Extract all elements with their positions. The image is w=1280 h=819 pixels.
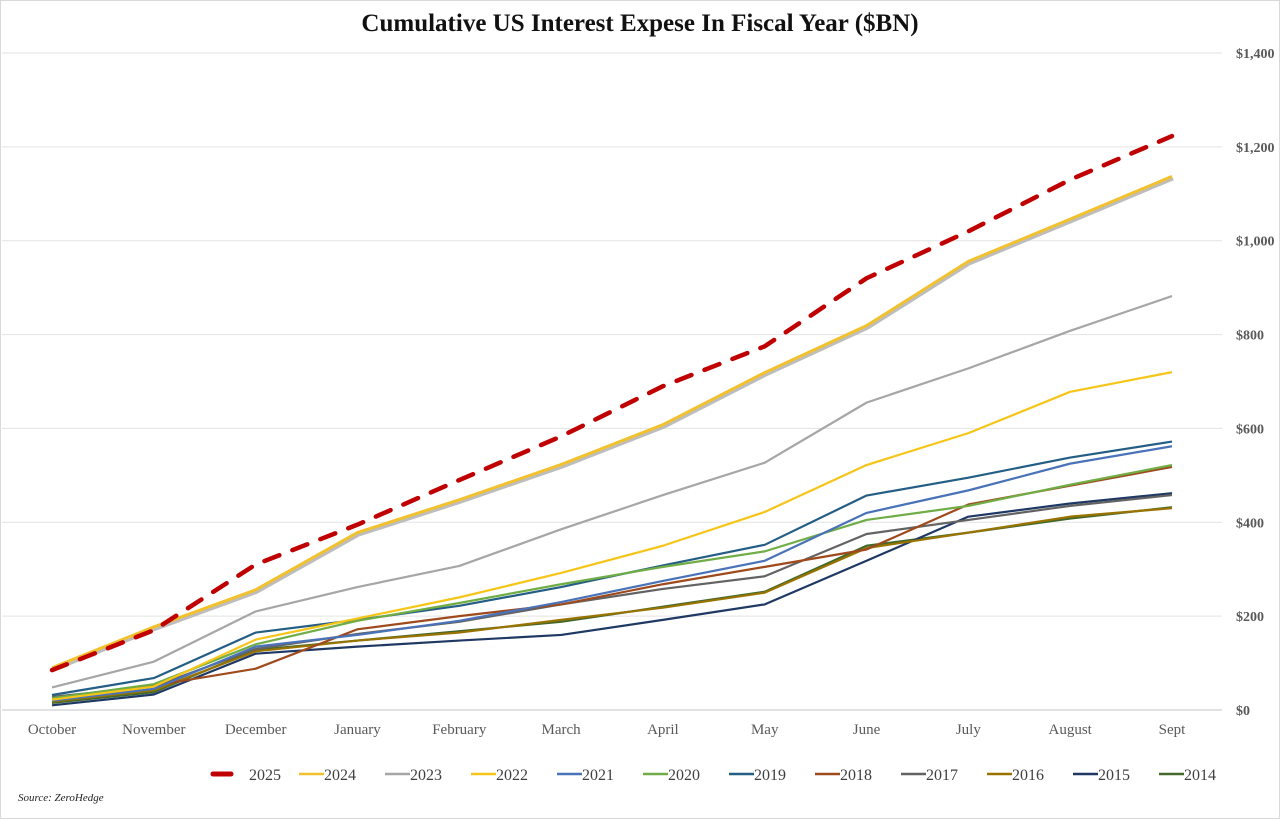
legend: 2025 2024 2023 2022 2021 2020 2019 2018 2017 2016…: [210, 767, 1216, 784]
x-tick-label: November: [122, 722, 185, 738]
legend-item-2025: 2025: [210, 767, 281, 784]
series-line-2020: [51, 463, 1173, 700]
legend-item-2014: 2014: [1159, 767, 1216, 784]
legend-item-2017: 2017: [901, 767, 958, 784]
legend-label: 2024: [324, 767, 356, 784]
x-tick-label: July: [956, 722, 982, 738]
y-tick-label: $200: [1236, 610, 1264, 625]
legend-label: 2023: [410, 767, 442, 784]
y-tick-label: $800: [1236, 329, 1264, 344]
source-note: Source: ZeroHedge: [18, 792, 104, 804]
x-tick-label: January: [334, 722, 381, 738]
x-tick-label: December: [225, 722, 287, 738]
legend-label: 2018: [840, 767, 872, 784]
legend-label: 2022: [496, 767, 528, 784]
legend-item-2018: 2018: [815, 767, 872, 784]
x-axis-ticks: October November December January February Ma…: [28, 722, 1186, 738]
y-tick-label: $0: [1236, 704, 1250, 719]
y-tick-label: $600: [1236, 422, 1264, 437]
legend-item-2021: 2021: [557, 767, 614, 784]
legend-label: 2015: [1098, 767, 1130, 784]
x-tick-label: February: [432, 722, 487, 738]
series-line-2024: [51, 175, 1173, 670]
legend-item-2023: 2023: [385, 767, 442, 784]
x-tick-label: October: [28, 722, 76, 738]
gridlines: [2, 52, 1222, 711]
x-tick-label: May: [751, 722, 779, 738]
legend-item-2024: 2024: [299, 767, 356, 784]
x-tick-label: Sept: [1159, 722, 1187, 738]
legend-label: 2021: [582, 767, 614, 784]
series-line-2023: [51, 295, 1173, 689]
y-tick-label: $400: [1236, 516, 1264, 531]
y-axis-ticks: $0 $200 $400 $600 $800 $1,000 $1,200 $1,400: [1236, 47, 1275, 719]
legend-item-2020: 2020: [643, 767, 700, 784]
series-line-2025: [49, 133, 1175, 673]
legend-item-2019: 2019: [729, 767, 786, 784]
legend-item-2015: 2015: [1073, 767, 1130, 784]
legend-item-2016: 2016: [987, 767, 1044, 784]
legend-item-2022: 2022: [471, 767, 528, 784]
legend-label: 2019: [754, 767, 786, 784]
y-tick-label: $1,400: [1236, 47, 1275, 62]
legend-label: 2014: [1184, 767, 1216, 784]
legend-label: 2020: [668, 767, 700, 784]
x-tick-label: August: [1049, 722, 1093, 738]
series-line-2021: [51, 445, 1173, 702]
series-shadow-2024: [52, 176, 1174, 672]
chart-title: Cumulative US Interest Expese In Fiscal …: [361, 10, 919, 37]
legend-label: 2016: [1012, 767, 1044, 784]
series-line-2016: [51, 507, 1173, 703]
x-tick-label: April: [647, 722, 679, 738]
series-line-2017: [51, 493, 1173, 698]
x-tick-label: March: [542, 722, 582, 738]
series-line-2022: [51, 371, 1173, 701]
legend-label: 2017: [926, 767, 958, 784]
x-tick-label: June: [853, 722, 881, 738]
legend-label: 2025: [249, 767, 281, 784]
series-lines: [49, 133, 1175, 707]
y-tick-label: $1,000: [1236, 235, 1275, 250]
y-tick-label: $1,200: [1236, 141, 1275, 156]
series-line-2015: [51, 492, 1173, 707]
